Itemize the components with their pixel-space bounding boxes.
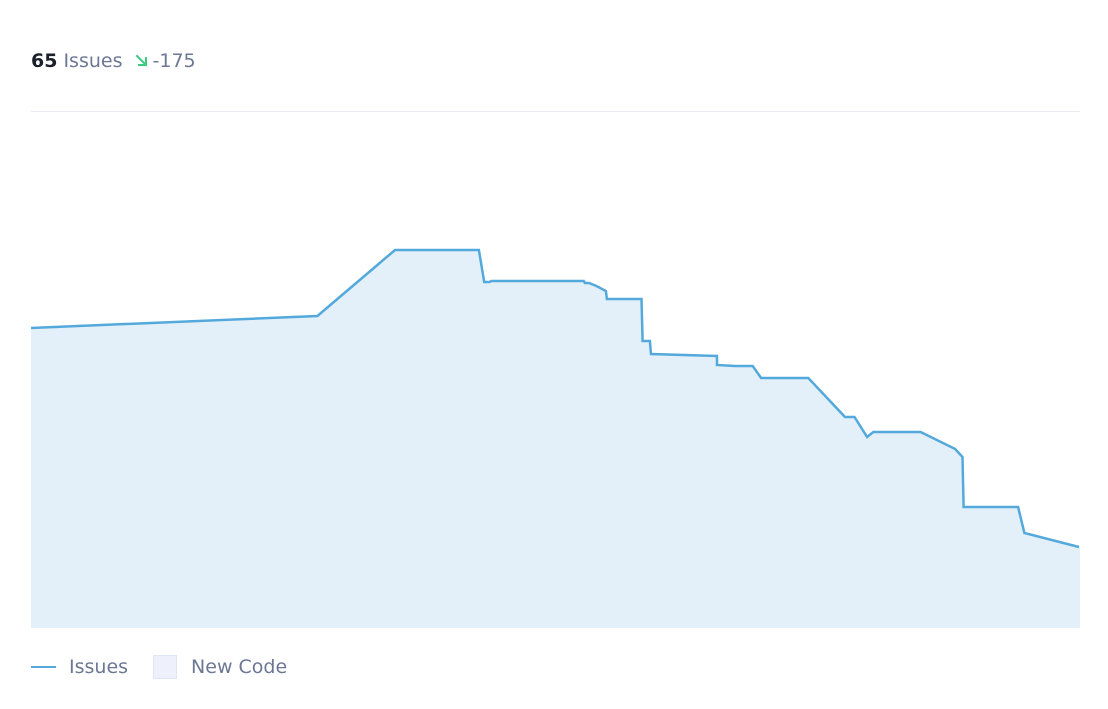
legend-item-new-code[interactable]: New Code [128,655,287,679]
data-point[interactable] [593,283,599,289]
data-point[interactable] [714,353,720,359]
data-point[interactable] [1021,530,1027,536]
issues-area [31,250,1080,628]
data-point[interactable] [732,363,738,369]
data-point[interactable] [750,363,756,369]
data-point[interactable] [28,325,34,331]
data-point[interactable] [392,247,398,253]
data-point[interactable] [489,278,495,284]
data-point[interactable] [952,446,958,452]
data-point[interactable] [852,414,858,420]
data-point[interactable] [961,504,967,510]
data-point[interactable] [647,338,653,344]
data-point[interactable] [640,338,646,344]
data-point[interactable] [842,414,848,420]
issue-label: Issues [63,50,123,72]
data-point[interactable] [864,434,870,440]
header-divider [31,111,1080,112]
legend-label-new-code: New Code [191,656,288,678]
data-point[interactable] [758,375,764,381]
data-point[interactable] [1076,544,1082,550]
legend-line-swatch [31,666,56,668]
metric-summary: 65 Issues -175 [31,47,196,75]
data-point[interactable] [648,351,654,357]
data-point[interactable] [586,280,592,286]
data-point[interactable] [639,296,645,302]
data-point[interactable] [870,429,876,435]
issue-count: 65 [31,50,58,72]
data-point[interactable] [604,296,610,302]
chart-legend: Issues New Code [31,652,287,682]
data-point[interactable] [918,429,924,435]
legend-item-issues[interactable]: Issues [31,656,128,678]
data-point[interactable] [960,454,966,460]
issue-delta: -175 [152,50,196,72]
arrow-down-right-icon [134,53,150,69]
data-point[interactable] [476,247,482,253]
data-point[interactable] [603,288,609,294]
issues-series-line [30,248,1080,549]
data-point[interactable] [805,375,811,381]
data-point[interactable] [714,362,720,368]
legend-label-issues: Issues [69,656,129,678]
data-point[interactable] [481,279,487,285]
data-point[interactable] [1015,504,1021,510]
data-point[interactable] [314,313,320,319]
legend-box-swatch [153,655,178,679]
